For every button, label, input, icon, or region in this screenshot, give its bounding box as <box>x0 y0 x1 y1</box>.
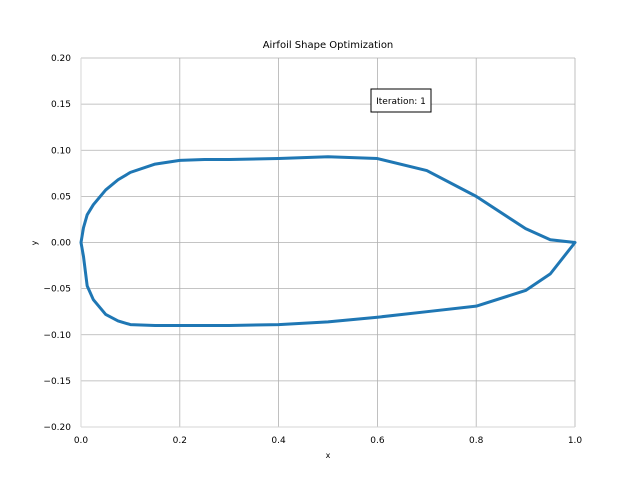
series-layer <box>79 155 577 328</box>
annotation-box <box>370 88 432 113</box>
x-tick-label-0: 0.0 <box>74 436 89 446</box>
y-tick-label-0: 0.20 <box>51 54 71 64</box>
annotation-text: Iteration: 1 <box>376 97 426 107</box>
y-tick-label-1: 0.15 <box>51 100 71 110</box>
y-tick-label-8: −0.20 <box>43 423 71 433</box>
iteration-annotation: Iteration: 1 <box>370 88 432 113</box>
series-line-0 <box>79 155 577 328</box>
x-tick-label-5: 1.0 <box>568 436 583 446</box>
y-tick-label-6: −0.10 <box>43 331 71 341</box>
y-axis-label: y <box>30 240 39 245</box>
x-tick-label-3: 0.6 <box>370 436 385 446</box>
y-tick-label-4: 0.00 <box>51 239 71 249</box>
x-tick-label-2: 0.4 <box>271 436 286 446</box>
chart-title: Airfoil Shape Optimization <box>263 40 394 51</box>
x-tick-label-1: 0.2 <box>173 436 187 446</box>
y-tick-label-7: −0.15 <box>43 377 71 387</box>
x-axis-label: x <box>326 451 331 460</box>
y-tick-label-5: −0.05 <box>43 285 71 295</box>
x-tick-label-4: 0.8 <box>469 436 484 446</box>
x-axis-ticks: 0.0 0.2 0.4 0.6 0.8 1.0 <box>74 436 583 446</box>
y-axis-ticks: 0.20 0.15 0.10 0.05 0.00 −0.05 −0.10 −0.15 −0.20 <box>43 54 71 433</box>
y-tick-label-3: 0.05 <box>51 192 71 202</box>
y-tick-label-2: 0.10 <box>51 146 71 156</box>
